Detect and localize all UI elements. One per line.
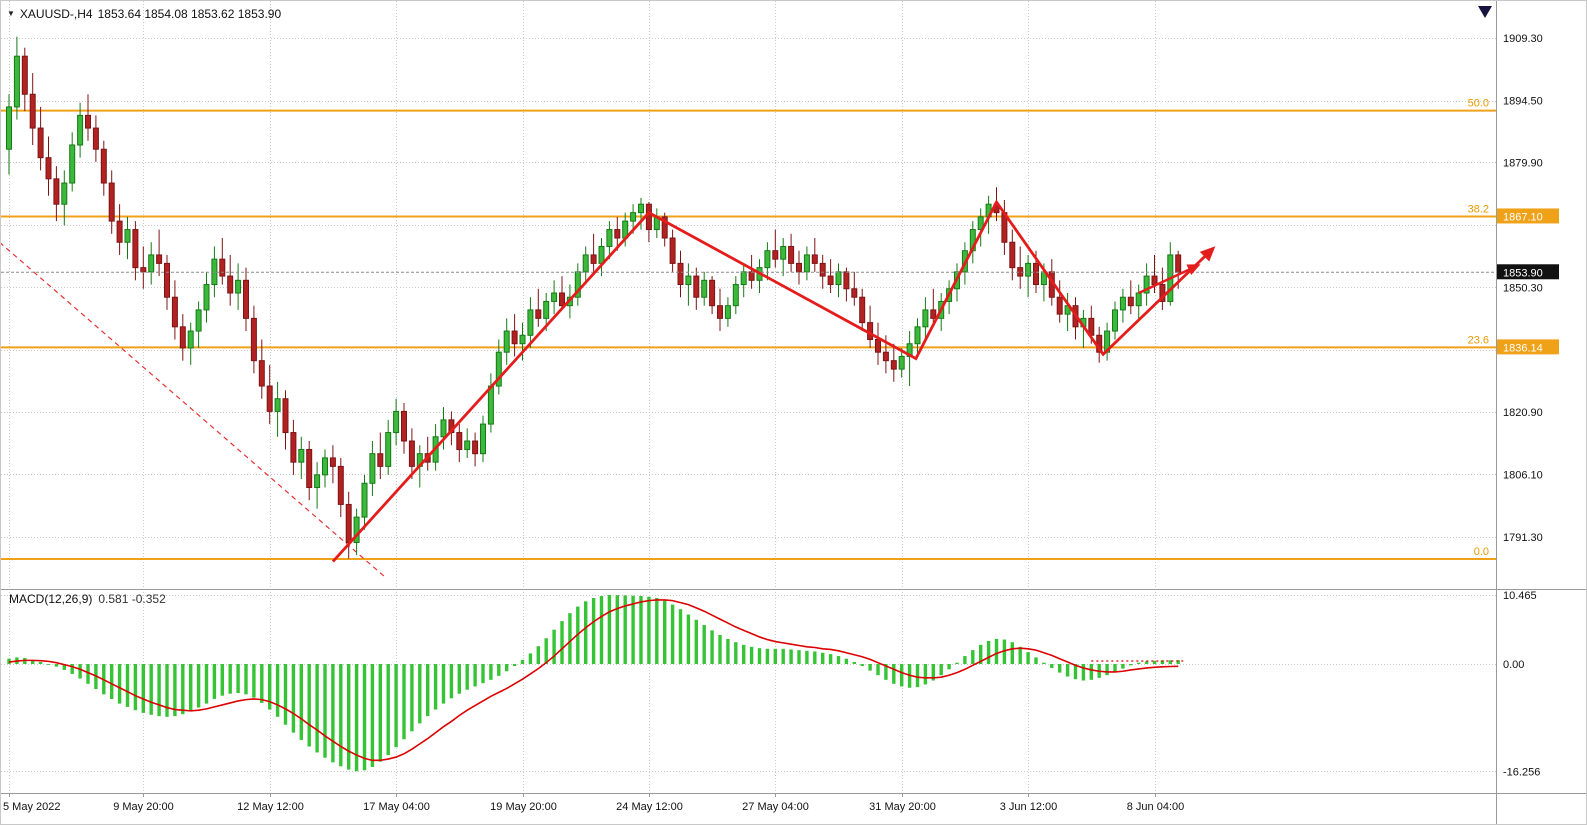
grid-lines	[1, 1, 1496, 793]
svg-text:0.00: 0.00	[1503, 659, 1524, 671]
svg-text:1909.30: 1909.30	[1503, 33, 1543, 45]
svg-text:12 May 12:00: 12 May 12:00	[237, 801, 304, 813]
macd-indicator-label: MACD(12,26,9) 0.581 -0.352	[9, 592, 166, 606]
svg-text:38.2: 38.2	[1468, 203, 1489, 215]
svg-text:1836.14: 1836.14	[1503, 342, 1543, 354]
analysis-arrows[interactable]	[331, 199, 1216, 563]
svg-text:31 May 20:00: 31 May 20:00	[869, 801, 936, 813]
svg-text:1879.90: 1879.90	[1503, 157, 1543, 169]
symbol-info: ▼ XAUUSD-,H4 1853.64 1854.08 1853.62 185…	[7, 7, 281, 21]
svg-text:24 May 12:00: 24 May 12:00	[616, 801, 683, 813]
descending-trendline[interactable]	[1, 242, 385, 577]
candlesticks	[6, 36, 1182, 559]
svg-text:27 May 04:00: 27 May 04:00	[742, 801, 809, 813]
svg-text:23.6: 23.6	[1468, 334, 1489, 346]
svg-text:8 Jun 04:00: 8 Jun 04:00	[1127, 801, 1185, 813]
symbol-ohlc-label: 1853.64 1854.08 1853.62 1853.90	[97, 7, 282, 21]
svg-text:1820.90: 1820.90	[1503, 407, 1543, 419]
svg-text:0.0: 0.0	[1474, 546, 1489, 558]
fib-retracement-lines[interactable]	[1, 109, 1496, 560]
svg-text:50.0: 50.0	[1468, 98, 1489, 110]
svg-text:1806.10: 1806.10	[1503, 469, 1543, 481]
price-axis[interactable]: 1909.30 1894.50 1879.90 1850.30 1820.90 1806.…	[1468, 33, 1559, 778]
svg-text:1867.10: 1867.10	[1503, 211, 1543, 223]
svg-text:1894.50: 1894.50	[1503, 96, 1543, 108]
projection-arrow	[1138, 264, 1201, 295]
svg-text:1791.30: 1791.30	[1503, 532, 1543, 544]
symbol-timeframe-label: XAUUSD-,H4	[19, 7, 93, 21]
svg-text:-16.256: -16.256	[1503, 766, 1540, 778]
svg-text:10.465: 10.465	[1503, 590, 1537, 602]
macd-name: MACD(12,26,9)	[9, 592, 93, 606]
macd-signal-line	[8, 599, 1179, 762]
symbol-collapse-icon[interactable]: ▼	[7, 9, 15, 18]
macd-panel	[7, 594, 1187, 772]
svg-text:19 May 20:00: 19 May 20:00	[490, 801, 557, 813]
time-axis[interactable]: 5 May 2022 9 May 20:00 12 May 12:00 17 May …	[3, 793, 1184, 813]
svg-text:1850.30: 1850.30	[1503, 282, 1543, 294]
svg-text:9 May 20:00: 9 May 20:00	[113, 801, 174, 813]
chart-shift-marker-icon[interactable]	[1478, 6, 1492, 18]
svg-text:3 Jun 12:00: 3 Jun 12:00	[1000, 801, 1058, 813]
zigzag-arrow	[331, 199, 1216, 563]
svg-text:5 May 2022: 5 May 2022	[3, 801, 60, 813]
svg-text:17 May 04:00: 17 May 04:00	[363, 801, 430, 813]
svg-text:1853.90: 1853.90	[1503, 267, 1543, 279]
macd-values: 0.581 -0.352	[98, 592, 166, 606]
